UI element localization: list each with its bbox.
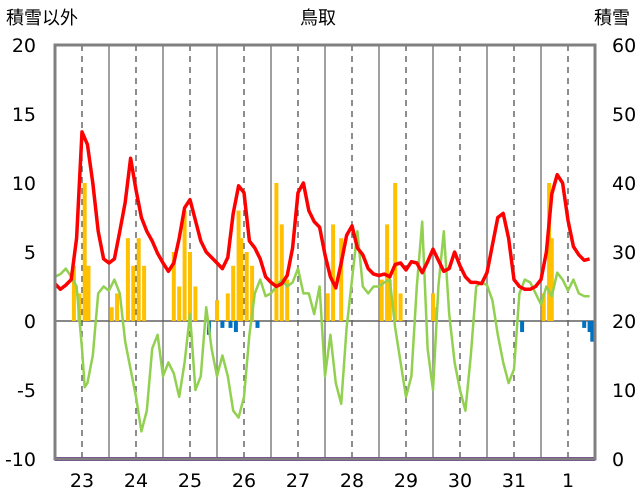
right-tick-label: 10: [612, 380, 636, 402]
left-tick-labels: 20 15 10 5 0 -5 -10: [5, 35, 36, 471]
bar: [86, 265, 91, 321]
right-tick-label: 30: [612, 242, 636, 264]
bar: [82, 183, 87, 321]
bar: [431, 293, 435, 321]
bar: [109, 307, 114, 321]
x-tick-label: 24: [124, 470, 148, 492]
chart-title: 鳥取: [300, 8, 336, 29]
bar: [233, 321, 238, 333]
bar: [547, 183, 552, 321]
x-tick-label: 1: [562, 470, 574, 492]
bar: [228, 321, 233, 328]
bar: [250, 265, 255, 321]
bar: [142, 265, 147, 321]
x-tick-label: 28: [340, 470, 364, 492]
bar: [136, 238, 141, 321]
left-tick-label: 20: [12, 35, 36, 57]
bar: [171, 252, 176, 321]
left-tick-label: -5: [17, 380, 36, 402]
bar: [274, 183, 279, 321]
bar: [582, 321, 587, 328]
bar: [188, 252, 192, 321]
bar: [177, 286, 182, 321]
bar: [215, 300, 219, 321]
bar: [193, 286, 198, 321]
bar: [236, 210, 241, 321]
bar: [541, 293, 546, 321]
x-tick-labels: 23 24 25 26 27 28 29 30 31 1: [70, 470, 574, 492]
bar: [239, 238, 244, 321]
bar: [125, 238, 130, 321]
bar: [520, 321, 525, 333]
left-tick-label: 15: [12, 104, 36, 126]
bar: [590, 321, 595, 342]
x-tick-label: 29: [394, 470, 418, 492]
bar: [255, 321, 260, 328]
bar: [385, 224, 390, 321]
series-line: [54, 220, 590, 433]
bar: [279, 224, 284, 321]
left-tick-label: 0: [24, 311, 36, 333]
x-tick-label: 25: [178, 470, 202, 492]
bar: [587, 321, 592, 333]
bar: [220, 321, 225, 328]
bar: [285, 279, 290, 321]
x-tick-label: 23: [70, 470, 94, 492]
right-tick-label: 20: [612, 311, 636, 333]
left-tick-label: 5: [24, 242, 36, 264]
bar: [387, 279, 392, 321]
right-tick-label: 60: [612, 35, 636, 57]
right-tick-label: 50: [612, 104, 636, 126]
left-tick-label: 10: [12, 173, 36, 195]
right-tick-labels: 60 50 40 30 20 10 0: [612, 35, 636, 471]
right-axis-title: 積雪: [594, 8, 630, 29]
x-tick-label: 27: [286, 470, 310, 492]
bar: [331, 224, 336, 321]
x-tick-label: 30: [448, 470, 472, 492]
bar: [115, 293, 120, 321]
bar: [231, 265, 236, 321]
bar: [398, 293, 403, 321]
bar: [225, 293, 230, 321]
series-line: [53, 130, 591, 292]
bar: [182, 210, 187, 321]
x-tick-label: 26: [232, 470, 256, 492]
bar: [339, 238, 344, 321]
left-axis-title: 積雪以外: [6, 8, 78, 29]
left-tick-label: -10: [5, 449, 36, 471]
right-tick-label: 40: [612, 173, 636, 195]
bar: [379, 279, 384, 321]
right-tick-label: 0: [612, 449, 624, 471]
bar: [71, 265, 76, 321]
plot-frame: [53, 43, 597, 461]
bar: [325, 293, 330, 321]
x-tick-label: 31: [502, 470, 526, 492]
bar: [244, 252, 249, 321]
bar-layer: [71, 183, 595, 342]
bar: [549, 238, 554, 321]
bar: [433, 307, 438, 321]
bar: [393, 183, 398, 321]
bar: [131, 265, 136, 321]
